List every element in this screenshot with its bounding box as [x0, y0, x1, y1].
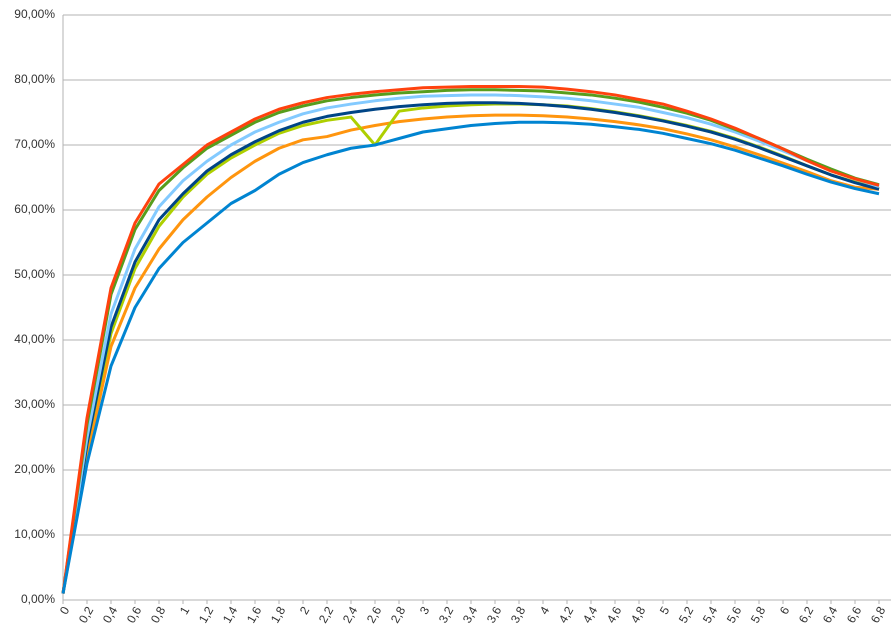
series-line — [61, 93, 880, 594]
x-tick-label: 0 — [57, 604, 73, 617]
x-tick-label: 3,8 — [508, 604, 529, 626]
x-tick-label: 4,2 — [556, 604, 577, 626]
x-tick-label: 1,6 — [244, 604, 265, 626]
y-tick-label: 70,00% — [14, 137, 55, 151]
x-tick-label: 0,2 — [76, 604, 97, 626]
x-tick-label: 6,8 — [868, 604, 889, 626]
y-tick-label: 10,00% — [14, 527, 55, 541]
x-tick-label: 2,4 — [340, 604, 361, 626]
x-tick-label: 5,6 — [724, 604, 745, 626]
y-tick-label: 20,00% — [14, 462, 55, 476]
x-tick-label: 0,4 — [100, 604, 121, 626]
x-tick-label: 4,8 — [628, 604, 649, 626]
x-tick-label: 5,4 — [700, 604, 721, 626]
x-tick-label: 1,2 — [196, 604, 217, 626]
series-line — [61, 120, 880, 594]
y-tick-label: 80,00% — [14, 72, 55, 86]
x-tick-label: 1,8 — [268, 604, 289, 626]
x-tick-label: 1 — [177, 604, 193, 617]
series-line — [61, 85, 880, 594]
x-tick-label: 2,2 — [316, 604, 337, 626]
y-tick-label: 40,00% — [14, 332, 55, 346]
x-tick-label: 3 — [417, 604, 433, 617]
x-tick-label: 4,6 — [604, 604, 625, 626]
y-tick-label: 30,00% — [14, 397, 55, 411]
x-tick-label: 5,8 — [748, 604, 769, 626]
x-tick-label: 0,8 — [148, 604, 169, 626]
x-tick-label: 3,2 — [436, 604, 457, 626]
x-tick-label: 0,6 — [124, 604, 145, 626]
series-line — [61, 88, 880, 594]
x-tick-label: 6,2 — [796, 604, 817, 626]
x-tick-label: 6,4 — [820, 604, 841, 626]
x-tick-label: 5 — [657, 604, 673, 617]
x-tick-label: 5,2 — [676, 604, 697, 626]
y-tick-label: 60,00% — [14, 202, 55, 216]
x-tick-label: 3,4 — [460, 604, 481, 626]
x-tick-label: 3,6 — [484, 604, 505, 626]
x-tick-label: 4,4 — [580, 604, 601, 626]
series-line — [61, 113, 880, 594]
x-tick-label: 2 — [297, 604, 313, 617]
y-tick-label: 90,00% — [14, 7, 55, 21]
x-tick-label: 4 — [537, 604, 553, 617]
x-tick-label: 1,4 — [220, 604, 241, 626]
x-tick-label: 2,6 — [364, 604, 385, 626]
x-tick-label: 2,8 — [388, 604, 409, 626]
x-tick-label: 6,6 — [844, 604, 865, 626]
y-tick-label: 50,00% — [14, 267, 55, 281]
y-tick-label: 0,00% — [21, 592, 55, 606]
series-line — [61, 101, 880, 594]
x-tick-label: 6 — [777, 604, 793, 617]
